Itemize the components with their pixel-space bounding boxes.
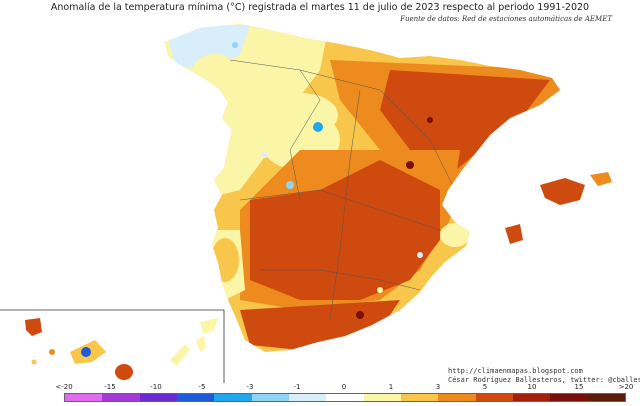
legend-tick-label: 3 xyxy=(435,383,441,391)
legend-tick-label: -10 xyxy=(150,383,162,391)
legend-swatch xyxy=(587,394,625,401)
legend-tick-label: >20 xyxy=(618,383,634,391)
credit-author: César Rodríguez Ballesteros, twitter: @c… xyxy=(448,376,640,384)
legend-swatch xyxy=(288,394,327,401)
legend-tick-label: <-20 xyxy=(55,383,73,391)
legend-swatch xyxy=(438,394,476,401)
legend-swatch xyxy=(65,394,103,401)
legend-swatch xyxy=(326,394,364,401)
legend-swatch xyxy=(363,394,401,401)
legend-swatch xyxy=(139,394,177,401)
legend-tick-label: -15 xyxy=(104,383,116,391)
legend-swatch xyxy=(550,394,588,401)
legend-swatch xyxy=(176,394,215,401)
legend-tick-label: 15 xyxy=(574,383,584,391)
legend-swatch xyxy=(214,394,252,401)
balearic-islands xyxy=(505,172,612,244)
legend-swatch xyxy=(512,394,551,401)
legend-tick-label: 1 xyxy=(388,383,394,391)
credit-url: http://climaenmapas.blogspot.com xyxy=(448,367,583,375)
legend-tick-label: -3 xyxy=(246,383,254,391)
legend-swatch xyxy=(102,394,140,401)
legend-swatch xyxy=(251,394,289,401)
legend-color-bar xyxy=(64,393,626,402)
legend-tick-label: 10 xyxy=(527,383,537,391)
data-source: Fuente de datos: Red de estaciones autom… xyxy=(400,15,612,23)
legend-swatch xyxy=(400,394,439,401)
iberian-peninsula xyxy=(165,24,560,352)
canary-islands-inset xyxy=(0,309,225,383)
legend-tick-label: 0 xyxy=(341,383,347,391)
legend-tick-label: 5 xyxy=(482,383,488,391)
legend-swatch xyxy=(475,394,513,401)
map-title: Anomalía de la temperatura mínima (°C) r… xyxy=(50,2,590,13)
legend-tick-label: -5 xyxy=(198,383,206,391)
legend-tick-label: -1 xyxy=(293,383,301,391)
